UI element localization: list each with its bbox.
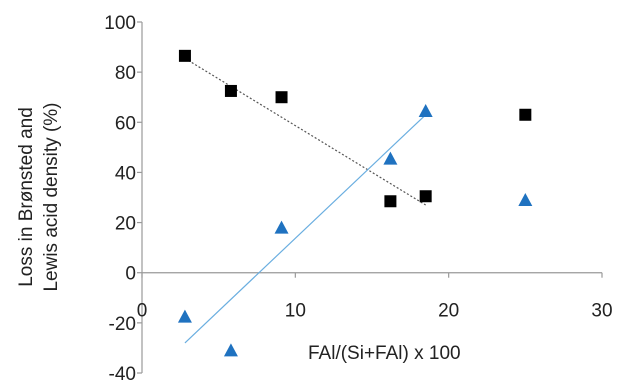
y-tick-label: -40 [109, 364, 136, 385]
y-tick-label: 60 [115, 113, 136, 134]
trendlines [184, 57, 427, 344]
data-points [177, 49, 533, 357]
x-tick-label: 0 [137, 301, 148, 322]
y-axis-title-line-2: Lewis acid density (%) [41, 102, 62, 291]
y-axis-title-line-1: Loss in Brønsted and [16, 107, 37, 287]
square-marker [275, 91, 288, 104]
y-tick-label: 80 [115, 63, 136, 84]
triangle-marker [418, 104, 433, 118]
square-marker [519, 108, 532, 121]
trendline-1 [184, 57, 426, 206]
square-marker [224, 84, 237, 97]
x-tick-label: 30 [591, 301, 612, 322]
square-marker [178, 49, 191, 62]
square-marker [384, 195, 397, 208]
triangle-marker [383, 151, 398, 165]
triangle-marker [274, 220, 289, 234]
x-tick-label: 20 [438, 301, 459, 322]
triangle-marker [518, 193, 533, 207]
square-marker [419, 190, 432, 203]
axes [141, 22, 602, 373]
x-tick-label: 10 [285, 301, 306, 322]
y-tick-label: 20 [115, 214, 136, 235]
y-tick-label: 100 [104, 13, 136, 34]
x-tick-labels: 0 10 20 30 [137, 272, 613, 322]
x-axis-title: FAl/(Si+FAl) x 100 [308, 343, 461, 364]
y-tick-labels: -40 -20 0 20 40 60 80 100 [104, 13, 142, 385]
y-tick-label: 0 [125, 264, 136, 285]
triangle-marker [223, 343, 238, 357]
y-tick-label: -20 [109, 314, 136, 335]
triangle-marker [177, 309, 192, 323]
y-tick-label: 40 [115, 163, 136, 184]
trendline-2 [184, 114, 427, 344]
